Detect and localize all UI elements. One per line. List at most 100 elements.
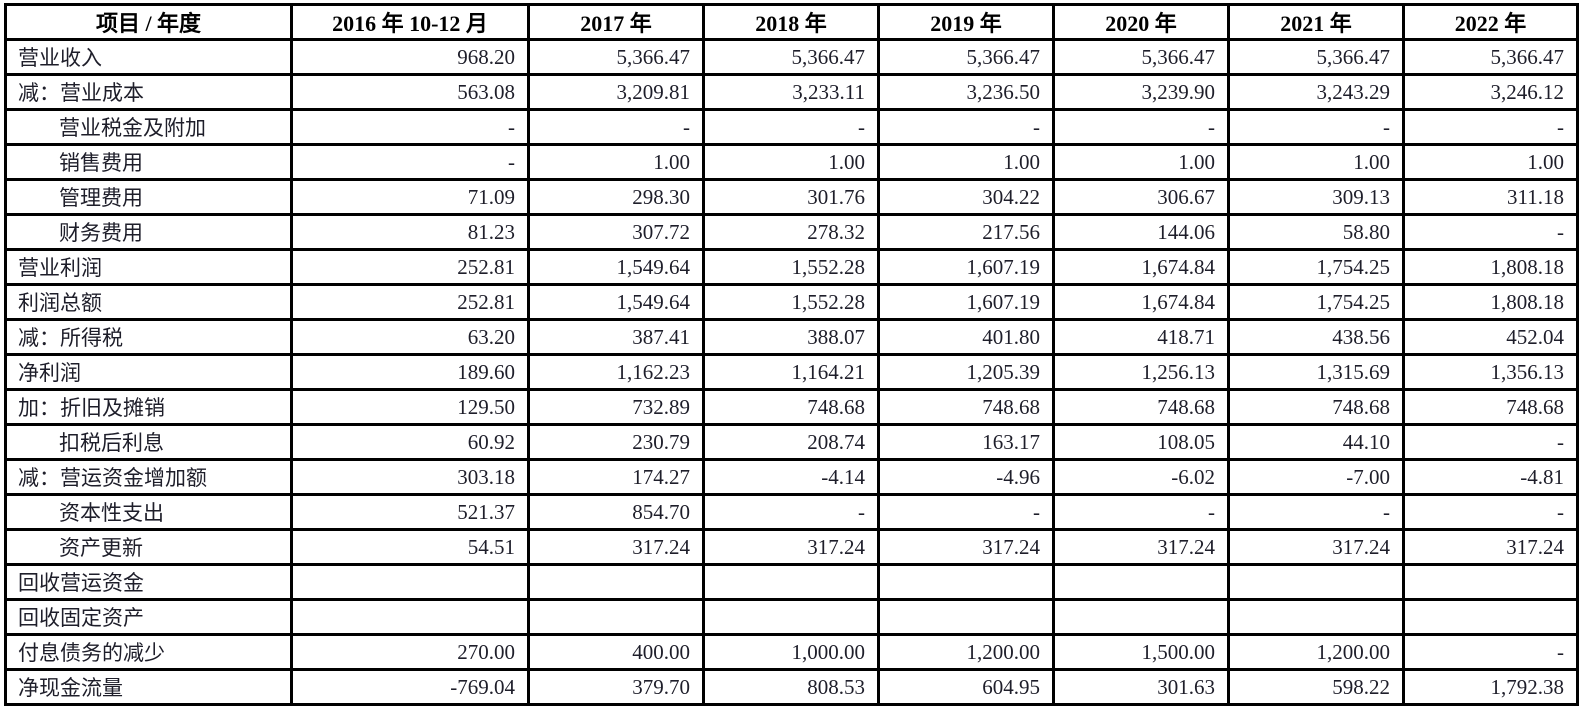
- value-cell: 1,500.00: [1052, 633, 1230, 671]
- value-cell: 317.24: [702, 528, 880, 566]
- row-label: 资产更新: [4, 528, 293, 566]
- value-cell: 252.81: [290, 248, 530, 286]
- value-cell: 230.79: [527, 423, 705, 461]
- column-header-7: 2022 年: [1402, 3, 1579, 41]
- table-row: 加：折旧及摊销 129.50 732.89 748.68 748.68 748.68 748…: [4, 388, 1579, 426]
- value-cell: [1402, 598, 1579, 636]
- value-cell: [290, 563, 530, 601]
- row-label: 减：所得税: [4, 318, 293, 356]
- value-cell: 1,164.21: [702, 353, 880, 391]
- value-cell: 63.20: [290, 318, 530, 356]
- value-cell: 163.17: [877, 423, 1055, 461]
- value-cell: 317.24: [1227, 528, 1405, 566]
- value-cell: 1.00: [527, 143, 705, 181]
- value-cell: 808.53: [702, 668, 880, 706]
- column-header-3: 2018 年: [702, 3, 880, 41]
- table-row: 营业利润 252.81 1,549.64 1,552.28 1,607.19 1,674.…: [4, 248, 1579, 286]
- table-row: 管理费用 71.09 298.30 301.76 304.22 306.67 309.13 3…: [4, 178, 1579, 216]
- value-cell: -: [290, 108, 530, 146]
- row-label: 销售费用: [4, 143, 293, 181]
- value-cell: 1.00: [877, 143, 1055, 181]
- value-cell: 1.00: [1227, 143, 1405, 181]
- value-cell: 60.92: [290, 423, 530, 461]
- value-cell: 968.20: [290, 38, 530, 76]
- value-cell: 1,356.13: [1402, 353, 1579, 391]
- value-cell: 1,200.00: [1227, 633, 1405, 671]
- row-label: 回收固定资产: [4, 598, 293, 636]
- table-row: 营业税金及附加 - - - - - - -: [4, 108, 1579, 146]
- value-cell: 1,256.13: [1052, 353, 1230, 391]
- value-cell: 3,239.90: [1052, 73, 1230, 111]
- value-cell: [1227, 563, 1405, 601]
- row-label: 资本性支出: [4, 493, 293, 531]
- value-cell: -: [1052, 493, 1230, 531]
- table-row: 营业收入 968.20 5,366.47 5,366.47 5,366.47 5,366.…: [4, 38, 1579, 76]
- value-cell: [877, 598, 1055, 636]
- value-cell: -: [527, 108, 705, 146]
- table-row: 扣税后利息 60.92 230.79 208.74 163.17 108.05 44.10-: [4, 423, 1579, 461]
- value-cell: 1,552.28: [702, 248, 880, 286]
- value-cell: 1,792.38: [1402, 668, 1579, 706]
- value-cell: 54.51: [290, 528, 530, 566]
- value-cell: 5,366.47: [1227, 38, 1405, 76]
- column-header-4: 2019 年: [877, 3, 1055, 41]
- value-cell: 1,315.69: [1227, 353, 1405, 391]
- row-label: 回收营运资金: [4, 563, 293, 601]
- value-cell: 854.70: [527, 493, 705, 531]
- table-row: 净现金流量 -769.04 379.70 808.53 604.95 301.63 598.…: [4, 668, 1579, 706]
- value-cell: 1,200.00: [877, 633, 1055, 671]
- value-cell: 1,754.25: [1227, 248, 1405, 286]
- value-cell: 521.37: [290, 493, 530, 531]
- value-cell: [527, 598, 705, 636]
- value-cell: 58.80: [1227, 213, 1405, 251]
- row-label: 减：营运资金增加额: [4, 458, 293, 496]
- value-cell: 317.24: [877, 528, 1055, 566]
- value-cell: 598.22: [1227, 668, 1405, 706]
- value-cell: -769.04: [290, 668, 530, 706]
- column-header-0: 项目 / 年度: [4, 3, 293, 41]
- value-cell: 3,209.81: [527, 73, 705, 111]
- row-label: 净利润: [4, 353, 293, 391]
- value-cell: 1,674.84: [1052, 248, 1230, 286]
- value-cell: -: [1052, 108, 1230, 146]
- value-cell: 1,205.39: [877, 353, 1055, 391]
- value-cell: 3,243.29: [1227, 73, 1405, 111]
- column-header-1: 2016 年 10-12 月: [290, 3, 530, 41]
- value-cell: [1227, 598, 1405, 636]
- value-cell: 1.00: [1402, 143, 1579, 181]
- value-cell: [527, 563, 705, 601]
- table-row: 回收营运资金: [4, 563, 1579, 601]
- table-row: 回收固定资产: [4, 598, 1579, 636]
- value-cell: 1,549.64: [527, 283, 705, 321]
- value-cell: 1.00: [1052, 143, 1230, 181]
- value-cell: 189.60: [290, 353, 530, 391]
- value-cell: 5,366.47: [702, 38, 880, 76]
- value-cell: [1052, 598, 1230, 636]
- value-cell: 270.00: [290, 633, 530, 671]
- value-cell: 1,607.19: [877, 283, 1055, 321]
- value-cell: -: [1402, 493, 1579, 531]
- value-cell: 748.68: [877, 388, 1055, 426]
- value-cell: 604.95: [877, 668, 1055, 706]
- value-cell: 44.10: [1227, 423, 1405, 461]
- value-cell: 748.68: [1402, 388, 1579, 426]
- value-cell: -: [290, 143, 530, 181]
- row-label: 营业收入: [4, 38, 293, 76]
- value-cell: 379.70: [527, 668, 705, 706]
- value-cell: 278.32: [702, 213, 880, 251]
- value-cell: 563.08: [290, 73, 530, 111]
- value-cell: 732.89: [527, 388, 705, 426]
- value-cell: 317.24: [1402, 528, 1579, 566]
- row-label: 营业利润: [4, 248, 293, 286]
- value-cell: 5,366.47: [527, 38, 705, 76]
- value-cell: 418.71: [1052, 318, 1230, 356]
- value-cell: -: [1227, 493, 1405, 531]
- value-cell: -: [877, 108, 1055, 146]
- value-cell: 400.00: [527, 633, 705, 671]
- value-cell: -: [702, 108, 880, 146]
- value-cell: 301.63: [1052, 668, 1230, 706]
- table-row: 减：所得税 63.20 387.41 388.07 401.80 418.71 438.56…: [4, 318, 1579, 356]
- value-cell: 306.67: [1052, 178, 1230, 216]
- table-row: 销售费用 -1.00 1.00 1.00 1.00 1.00 1.00: [4, 143, 1579, 181]
